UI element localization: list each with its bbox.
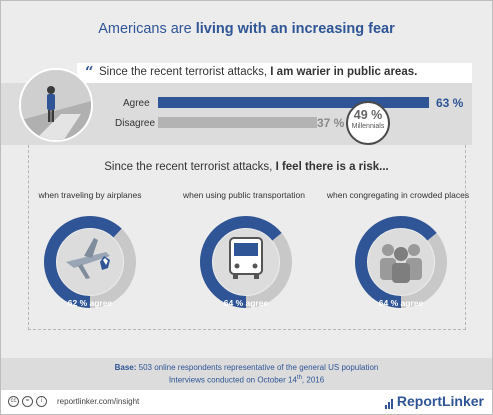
donut-value-label: 64 % agree bbox=[378, 298, 424, 308]
risk-label-transport: when using public transportation bbox=[183, 190, 305, 200]
quote-icon: “ bbox=[85, 63, 94, 81]
bar-label-agree: Agree bbox=[123, 98, 150, 109]
millennials-badge: 49 % Millennials bbox=[346, 101, 390, 145]
bar-disagree bbox=[158, 117, 317, 128]
logo-bars-icon bbox=[384, 399, 393, 409]
source-label: Base: bbox=[114, 363, 137, 372]
question-text: Since the recent terrorist attacks, I am… bbox=[99, 66, 418, 78]
donut-transport bbox=[200, 216, 292, 308]
bar-value-agree: 63 % bbox=[436, 96, 464, 110]
crowd-icon bbox=[380, 244, 422, 283]
millennials-value: 49 % bbox=[353, 108, 383, 122]
reportlinker-logo[interactable]: ReportLinker bbox=[384, 393, 484, 409]
creative-commons-icon: cc bbox=[8, 396, 19, 407]
donut-crowds bbox=[355, 216, 447, 308]
source-line1: 503 online respondents representative of… bbox=[136, 363, 379, 372]
risk-label-crowds: when congregating in crowded places bbox=[326, 190, 470, 200]
bar-label-disagree: Disagree bbox=[115, 118, 156, 129]
question-banner: “ Since the recent terrorist attacks, I … bbox=[77, 63, 472, 83]
info-icon: i bbox=[36, 396, 47, 407]
bar-value-disagree: 37 % bbox=[317, 116, 345, 130]
bus-icon bbox=[229, 237, 263, 279]
donut-arc-transport bbox=[200, 216, 292, 308]
donut-arc-airplanes bbox=[44, 216, 136, 308]
donut-value-label: 62 % agree bbox=[67, 298, 113, 308]
no-derivatives-icon: = bbox=[22, 396, 33, 407]
source-line2: Interviews conducted on October 14th, 20… bbox=[168, 375, 325, 385]
donut-airplanes bbox=[44, 216, 136, 308]
person-icon bbox=[19, 68, 93, 142]
bar-agree bbox=[158, 97, 429, 108]
millennials-label: Millennials bbox=[351, 123, 385, 130]
risk-label-airplanes: when traveling by airplanes bbox=[38, 190, 142, 200]
risk-section bbox=[28, 145, 466, 330]
footer: cc = i reportlinker.com/insight ReportLi… bbox=[1, 390, 492, 414]
airplane-icon bbox=[66, 238, 110, 279]
donut-arc-crowds bbox=[355, 216, 447, 308]
page-title: Americans are living with an increasing … bbox=[98, 21, 395, 37]
source-note: Base: 503 online respondents representat… bbox=[1, 358, 492, 390]
footer-link[interactable]: reportlinker.com/insight bbox=[57, 397, 140, 406]
risk-title: Since the recent terrorist attacks, I fe… bbox=[104, 161, 389, 173]
donut-value-label: 64 % agree bbox=[223, 298, 269, 308]
